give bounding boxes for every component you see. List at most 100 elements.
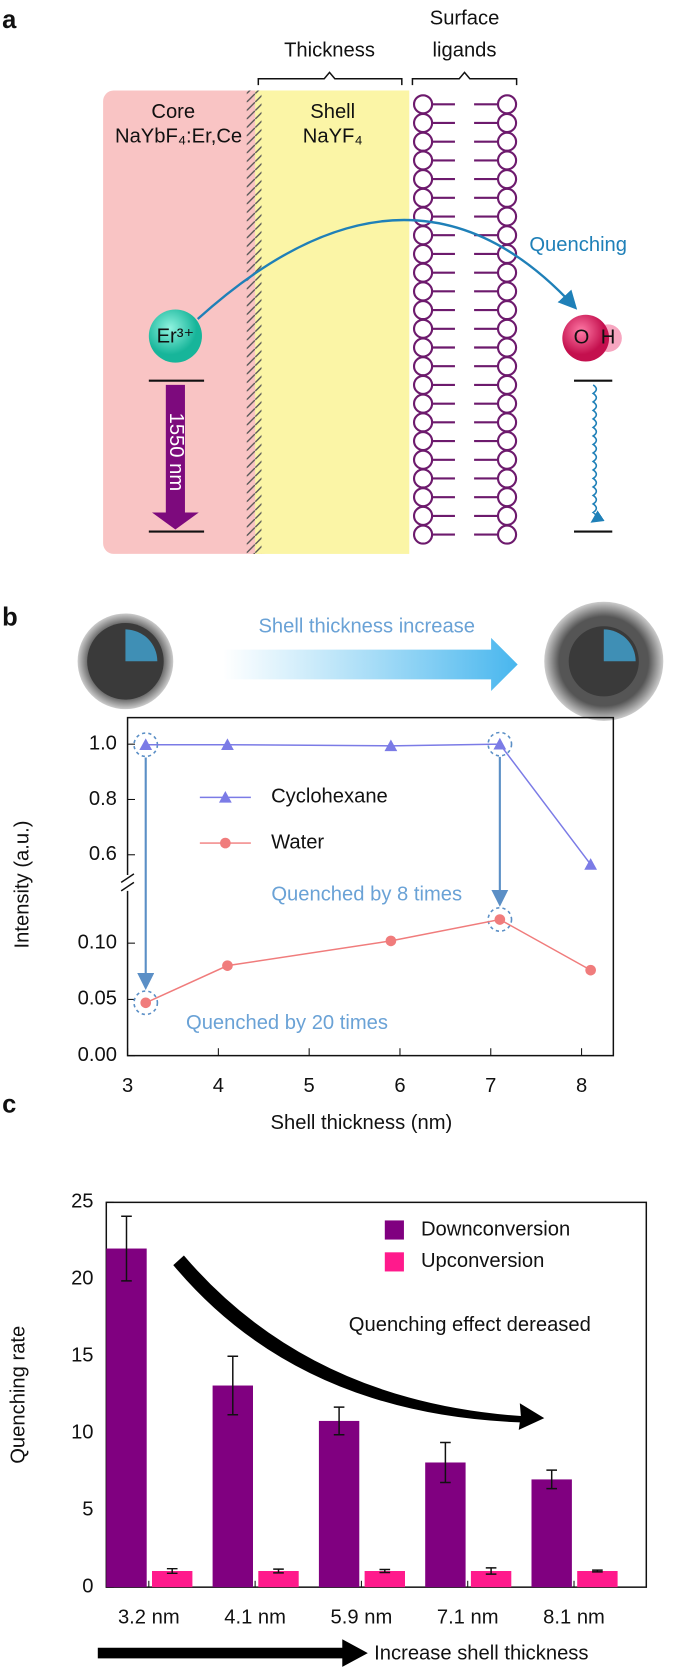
er-ion bbox=[148, 309, 202, 363]
x-tick-label: 5.9 nm bbox=[331, 1606, 393, 1628]
legend-label: Upconversion bbox=[421, 1250, 544, 1272]
ligand-head bbox=[412, 169, 434, 190]
panel-label: b bbox=[2, 604, 18, 632]
ligand-head bbox=[496, 150, 518, 171]
label: ligands bbox=[433, 39, 497, 61]
ligand-head bbox=[496, 206, 518, 227]
panel-label: a bbox=[2, 6, 17, 34]
y-tick-label: 1.0 bbox=[89, 733, 117, 755]
ligand-head bbox=[412, 150, 434, 171]
ligand-head bbox=[412, 468, 434, 489]
error-bar bbox=[379, 1568, 391, 1574]
particle-cut bbox=[125, 629, 158, 662]
label: NaYbF₄:Er,Ce bbox=[115, 126, 242, 148]
ligand-head bbox=[412, 524, 434, 545]
ligand-head bbox=[496, 94, 518, 115]
y-tick-label: 0.10 bbox=[78, 931, 117, 953]
ligand-head bbox=[496, 487, 518, 508]
annotation: Increase shell thickness bbox=[374, 1642, 588, 1664]
ligand-head bbox=[412, 299, 434, 321]
ligand-head bbox=[412, 356, 434, 377]
label: Thickness bbox=[284, 39, 375, 61]
label: O bbox=[574, 326, 590, 348]
annotation: Quenched by 20 times bbox=[186, 1012, 388, 1034]
x-axis-label: Shell thickness (nm) bbox=[271, 1112, 453, 1134]
particle-cut bbox=[603, 629, 636, 662]
y-tick-label: 5 bbox=[82, 1499, 93, 1521]
ligand-head bbox=[412, 430, 434, 452]
emission-arrow bbox=[152, 384, 199, 530]
label: 1550 nm bbox=[165, 413, 187, 492]
bar bbox=[577, 1570, 618, 1588]
ligand-head bbox=[496, 374, 518, 396]
series-line bbox=[145, 918, 592, 1004]
legend-label: Cyclohexane bbox=[271, 786, 388, 808]
marker bbox=[221, 738, 234, 751]
bar bbox=[258, 1570, 299, 1588]
ligand-head bbox=[412, 225, 434, 246]
y-tick-label: 25 bbox=[71, 1191, 93, 1213]
ligand-head bbox=[496, 281, 518, 302]
ligands bbox=[412, 94, 518, 545]
highlight bbox=[133, 990, 159, 1016]
bar bbox=[152, 1570, 193, 1588]
legend-label: Water bbox=[271, 831, 324, 853]
marker bbox=[140, 997, 152, 1009]
error-bar bbox=[333, 1406, 345, 1436]
ligand-head bbox=[412, 131, 434, 152]
ligand-head bbox=[412, 94, 434, 115]
panel-label: c bbox=[2, 1090, 16, 1118]
bar bbox=[318, 1420, 360, 1588]
label: H bbox=[601, 326, 616, 348]
x-tick-label: 3 bbox=[122, 1075, 133, 1097]
ligand-head bbox=[412, 505, 434, 526]
diagram: Thickness Surface ligands Core NaYbF₄:Er… bbox=[103, 8, 627, 554]
marker bbox=[139, 738, 153, 751]
error-bar bbox=[121, 1215, 132, 1282]
bar bbox=[212, 1385, 253, 1588]
x-tick-label: 6 bbox=[394, 1075, 405, 1097]
label: Core bbox=[151, 101, 195, 123]
legend-swatch bbox=[384, 1220, 404, 1240]
ligand-head bbox=[496, 468, 518, 489]
banner-arrow bbox=[223, 637, 518, 692]
x-tick-label: 4.1 nm bbox=[224, 1606, 286, 1628]
label: Quenching bbox=[529, 234, 627, 256]
x-tick-label: 8 bbox=[576, 1075, 587, 1097]
legend-swatch bbox=[384, 1252, 404, 1272]
y-axis-label: Intensity (a.u.) bbox=[12, 821, 34, 949]
ligand-head bbox=[496, 318, 518, 339]
ligand-head bbox=[412, 187, 434, 208]
y-tick-label: 0.05 bbox=[78, 988, 117, 1010]
y-tick-label: 0.8 bbox=[89, 788, 117, 810]
marker bbox=[493, 737, 507, 750]
bracket bbox=[411, 71, 518, 86]
highlight bbox=[487, 907, 513, 933]
banner: Shell thickness increase bbox=[258, 616, 475, 638]
label: Er³⁺ bbox=[157, 325, 195, 347]
bar bbox=[425, 1462, 466, 1588]
ligand-head bbox=[496, 131, 518, 152]
y-tick-label: 20 bbox=[71, 1268, 93, 1290]
error-bar bbox=[166, 1567, 178, 1575]
error-bar bbox=[227, 1355, 239, 1416]
marker bbox=[584, 858, 598, 870]
shell-region bbox=[255, 90, 410, 554]
ligand-head bbox=[412, 487, 434, 508]
error-bar bbox=[546, 1469, 558, 1490]
ligand-head bbox=[496, 169, 518, 190]
label: NaYF₄ bbox=[303, 126, 363, 148]
annotation: Quenched by 8 times bbox=[271, 883, 462, 905]
ligand-head bbox=[496, 393, 518, 414]
ligand-head bbox=[496, 505, 518, 526]
error-bar bbox=[485, 1567, 497, 1575]
ligand-head bbox=[496, 225, 518, 246]
ligand-head bbox=[412, 393, 434, 414]
ligand-head bbox=[496, 299, 518, 321]
ligand-head bbox=[496, 430, 518, 452]
relaxation bbox=[590, 384, 605, 523]
ligand-head bbox=[496, 449, 518, 470]
ligand-head bbox=[412, 112, 434, 134]
highlight bbox=[487, 731, 513, 757]
